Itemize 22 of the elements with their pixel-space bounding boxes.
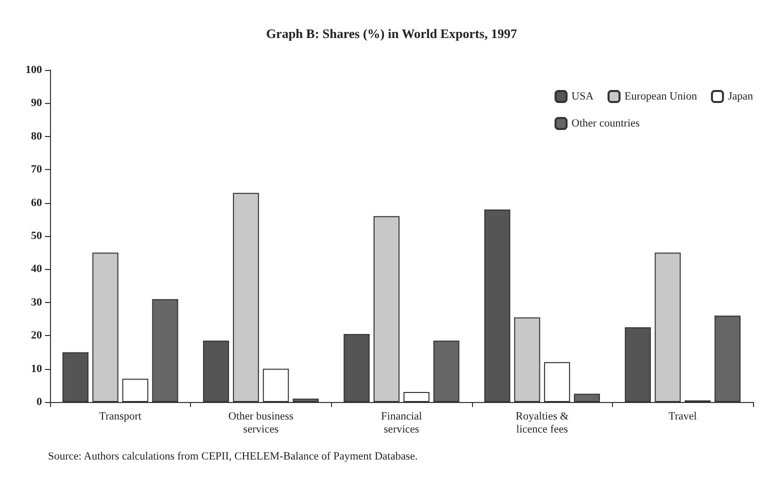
- y-tick-label: 80: [31, 130, 42, 142]
- y-tick-label: 50: [31, 230, 42, 242]
- y-tick-label: 70: [31, 164, 42, 176]
- source-note: Source: Authors calculations from CEPII, CHELEM-Balance of Payment Database.: [48, 450, 418, 462]
- legend-label: Japan: [728, 90, 754, 102]
- x-tick-label: Financial services: [381, 410, 422, 436]
- x-tick-label: Other business services: [228, 410, 294, 436]
- x-tick-label: Travel: [668, 410, 697, 422]
- legend-label: European Union: [624, 90, 698, 102]
- x-tick-label: Transport: [99, 410, 142, 422]
- chart-title: Graph B: Shares (%) in World Exports, 1997: [266, 26, 518, 41]
- y-tick-label: 0: [36, 396, 42, 408]
- y-tick-label: 90: [31, 97, 42, 110]
- y-tick-label: 40: [31, 263, 42, 276]
- y-tick-label: 100: [26, 64, 42, 76]
- y-tick-label: 30: [31, 296, 42, 308]
- y-tick-label: 20: [31, 330, 42, 342]
- y-tick-label: 60: [31, 196, 42, 209]
- y-tick-label: 10: [31, 362, 42, 375]
- legend-label: Other countries: [572, 118, 640, 130]
- x-tick-label: Royalties & licence fees: [516, 410, 569, 436]
- legend-label: USA: [572, 90, 594, 102]
